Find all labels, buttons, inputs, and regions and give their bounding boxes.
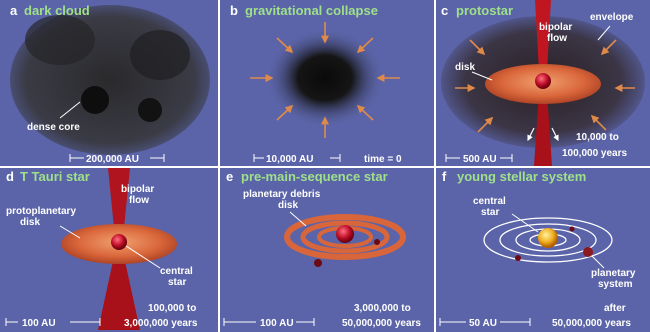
cloud-clump — [130, 30, 190, 80]
panel-e: e pre-main-sequence star planetary debri… — [220, 168, 434, 332]
panel-c-letter: c — [441, 3, 448, 18]
panel-c: c protostar bipolar flow envelope disk 5… — [436, 0, 650, 166]
time-label-b: time = 0 — [364, 154, 402, 165]
t-tauri-star — [111, 234, 127, 250]
time-label-f-line1: after — [604, 303, 626, 314]
bipolar-flow-label-c: bipolar flow — [539, 22, 575, 44]
time-label-d-line2: 3,000,000 years — [124, 318, 198, 329]
panel-a-letter: a — [10, 3, 18, 18]
scale-label-d: 100 AU — [22, 318, 56, 329]
time-label-e-line2: 50,000,000 years — [342, 318, 421, 329]
planetary-orbits — [483, 217, 613, 263]
scale-label-f: 50 AU — [469, 318, 497, 329]
scale-label-a: 200,000 AU — [86, 154, 139, 165]
disk-label-c: disk — [455, 62, 475, 73]
disk-leader-d — [59, 225, 81, 239]
planetary-system-label: planetary system — [591, 268, 638, 290]
star-leader-d — [125, 245, 161, 269]
time-label-e-line1: 3,000,000 to — [354, 303, 411, 314]
planet — [583, 247, 593, 257]
panel-d-title: T Tauri star — [20, 169, 90, 184]
panel-f-letter: f — [442, 169, 447, 184]
debris-leader — [289, 211, 307, 227]
panel-b-title: gravitational collapse — [245, 3, 378, 18]
panel-f-background — [436, 168, 650, 332]
scale-label-e: 100 AU — [260, 318, 294, 329]
panel-b: b gravitational collapse 10,000 AU time … — [220, 0, 434, 166]
panel-b-letter: b — [230, 3, 238, 18]
planet — [374, 239, 380, 245]
panel-d-letter: d — [6, 169, 14, 184]
dense-core — [81, 86, 109, 114]
panel-a-title: dark cloud — [24, 3, 90, 18]
infall-arrows-c — [455, 39, 635, 133]
central-star — [538, 228, 558, 248]
system-leader — [591, 255, 605, 269]
bipolar-jet-down — [98, 252, 140, 330]
dense-core-leader — [59, 101, 81, 119]
scale-bar-f — [439, 318, 531, 326]
infall-arrows — [250, 22, 400, 138]
planet — [515, 255, 521, 261]
protostar — [535, 73, 551, 89]
scale-bar-d — [5, 318, 101, 326]
scale-bar-b — [253, 154, 341, 162]
time-label-d-line1: 100,000 to — [148, 303, 196, 314]
central-star-label-f: central star — [473, 196, 509, 218]
time-label-c-line2: 100,000 years — [562, 148, 628, 159]
cloud-clump — [25, 15, 95, 65]
planet — [569, 226, 575, 232]
panel-e-title: pre-main-sequence star — [241, 169, 388, 184]
scale-bar-a — [69, 154, 165, 162]
outflow-arrows — [527, 127, 559, 142]
panel-e-letter: e — [226, 169, 233, 184]
panel-f-title: young stellar system — [457, 169, 586, 184]
disk-leader — [471, 71, 493, 81]
planet — [314, 259, 322, 267]
debris-disk-label: planetary debris disk — [243, 189, 323, 211]
dense-core — [138, 98, 162, 122]
central-star-label-d: central star — [160, 266, 196, 288]
collapsing-core — [265, 28, 385, 128]
panel-c-title: protostar — [456, 3, 513, 18]
scale-bar-e — [223, 318, 315, 326]
bipolar-jet-up — [108, 168, 130, 238]
protoplanetary-disk-label: protoplanetary disk — [6, 206, 79, 228]
panel-f: f young stellar system central star plan… — [436, 168, 650, 332]
dense-core-label: dense core — [27, 122, 80, 133]
scale-label-c: 500 AU — [463, 154, 497, 165]
bipolar-flow-label-d: bipolar flow — [121, 184, 157, 206]
bipolar-jet-up — [535, 0, 551, 72]
time-label-f-line2: 50,000,000 years — [552, 318, 631, 329]
envelope-label: envelope — [590, 12, 634, 23]
bipolar-jet-down — [534, 92, 552, 166]
pre-main-sequence-star — [336, 225, 354, 243]
envelope-leader — [597, 25, 611, 41]
panel-a: a dark cloud dense core 200,000 AU — [0, 0, 218, 166]
panel-d: d T Tauri star bipolar flow protoplaneta… — [0, 168, 218, 332]
time-label-c-line1: 10,000 to — [576, 132, 619, 143]
scale-bar-c — [445, 154, 513, 162]
star-leader-f — [511, 213, 539, 233]
scale-label-b: 10,000 AU — [266, 154, 313, 165]
